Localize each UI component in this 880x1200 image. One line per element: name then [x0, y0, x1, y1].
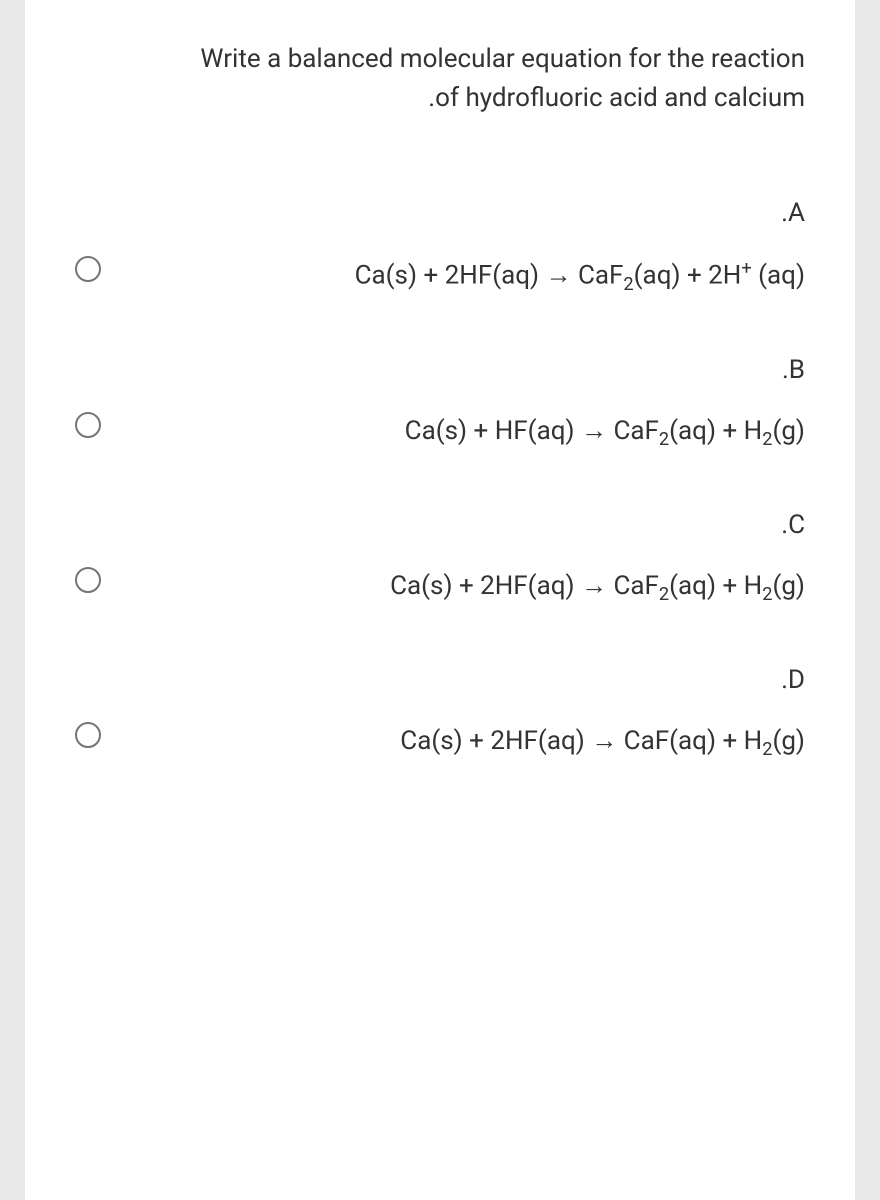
option-b-equation: Ca(s) + HF(aq) → CaF2(aq) + H2(g): [121, 415, 805, 450]
option-d-content: .D Ca(s) + 2HF(aq) → CaF(aq) + H2(g): [121, 665, 805, 760]
option-d-label: .D: [121, 665, 805, 695]
option-c-label: .C: [121, 510, 805, 540]
option-a-equation: Ca(s) + 2HF(aq) → CaF2(aq) + 2H+ (aq): [121, 258, 805, 295]
radio-button-c[interactable]: [75, 567, 101, 593]
radio-button-a[interactable]: [75, 256, 101, 282]
option-c-content: .C Ca(s) + 2HF(aq) → CaF2(aq) + H2(g): [121, 510, 805, 605]
option-a[interactable]: .A Ca(s) + 2HF(aq) → CaF2(aq) + 2H+ (aq): [75, 198, 805, 295]
option-b[interactable]: .B Ca(s) + HF(aq) → CaF2(aq) + H2(g): [75, 355, 805, 450]
option-a-label: .A: [121, 198, 805, 228]
option-b-label: .B: [121, 355, 805, 385]
option-d-equation: Ca(s) + 2HF(aq) → CaF(aq) + H2(g): [121, 725, 805, 760]
option-a-content: .A Ca(s) + 2HF(aq) → CaF2(aq) + 2H+ (aq): [121, 198, 805, 295]
question-line1: Write a balanced molecular equation for …: [200, 44, 805, 74]
option-d[interactable]: .D Ca(s) + 2HF(aq) → CaF(aq) + H2(g): [75, 665, 805, 760]
question-line2: .of hydrofluoric acid and calcium: [428, 83, 805, 113]
option-b-content: .B Ca(s) + HF(aq) → CaF2(aq) + H2(g): [121, 355, 805, 450]
option-c[interactable]: .C Ca(s) + 2HF(aq) → CaF2(aq) + H2(g): [75, 510, 805, 605]
question-text: Write a balanced molecular equation for …: [75, 40, 805, 118]
radio-button-d[interactable]: [75, 722, 101, 748]
option-c-equation: Ca(s) + 2HF(aq) → CaF2(aq) + H2(g): [121, 570, 805, 605]
radio-button-b[interactable]: [75, 412, 101, 438]
question-card: Write a balanced molecular equation for …: [25, 0, 855, 1200]
